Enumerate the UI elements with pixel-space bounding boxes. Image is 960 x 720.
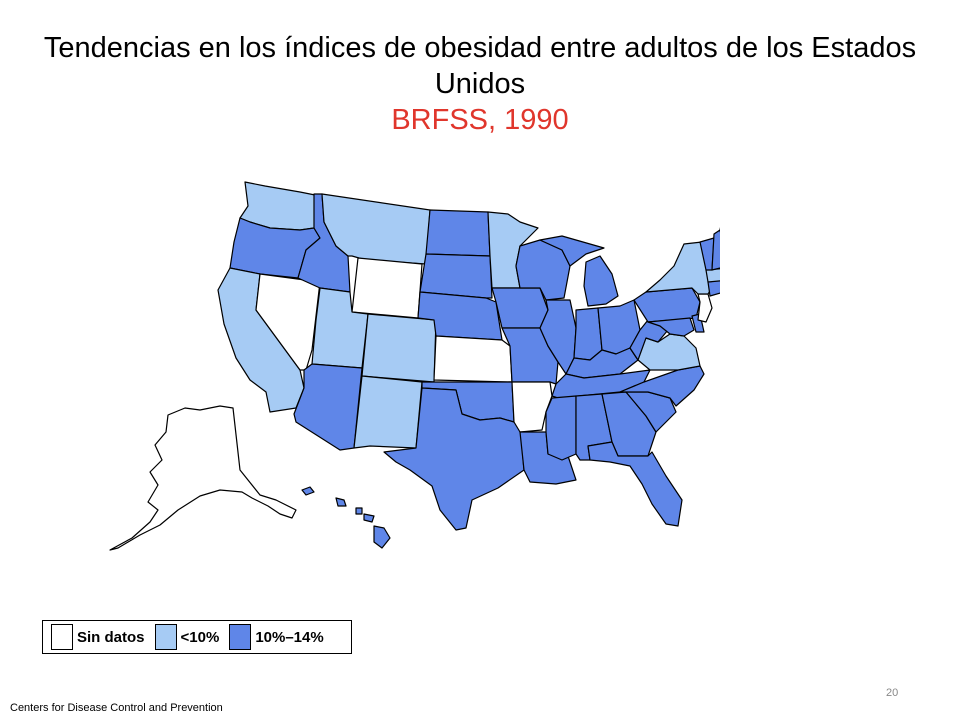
state-iowa (491, 287, 549, 329)
us-obesity-map (109, 181, 720, 551)
legend: Sin datos <10% 10%–14% (42, 620, 352, 654)
state-michigan (539, 235, 619, 307)
state-mississippi (545, 395, 577, 461)
legend-item-10-14: 10%–14% (219, 624, 324, 650)
legend-swatch-lt10 (154, 624, 177, 650)
state-alaska (109, 405, 297, 551)
legend-label-10-14: 10%–14% (255, 628, 324, 646)
state-new-mexico (353, 375, 423, 449)
state-north-carolina (619, 365, 705, 407)
title-block: Tendencias en los índices de obesidad en… (40, 30, 920, 138)
state-indiana (573, 307, 603, 361)
state-north-dakota (425, 209, 491, 257)
state-wyoming (351, 257, 423, 319)
state-maryland (647, 317, 695, 337)
state-new-jersey (697, 293, 713, 323)
state-tennessee (551, 369, 651, 399)
state-colorado (361, 313, 437, 383)
state-florida (587, 441, 683, 527)
page-subtitle: BRFSS, 1990 (391, 104, 569, 136)
state-pennsylvania (633, 287, 701, 323)
legend-swatch-no-data (51, 624, 73, 650)
legend-swatch-10-14 (229, 624, 252, 650)
state-hawaii (301, 486, 391, 549)
state-new-hampshire (711, 229, 720, 271)
legend-item-lt10: <10% (145, 624, 220, 650)
footer-source: Centers for Disease Control and Preventi… (10, 702, 223, 714)
state-massachusetts (705, 268, 720, 283)
state-kansas (433, 335, 513, 383)
state-south-dakota (419, 253, 493, 299)
state-arkansas (511, 381, 553, 433)
page-title: Tendencias en los índices de obesidad en… (43, 32, 917, 100)
legend-label-lt10: <10% (180, 628, 220, 646)
legend-label-no-data: Sin datos (77, 628, 145, 646)
state-arizona (293, 363, 363, 451)
state-texas (383, 387, 525, 531)
state-illinois (539, 299, 577, 375)
page-number: 20 (886, 687, 899, 699)
legend-item-no-data: Sin datos (43, 624, 145, 650)
